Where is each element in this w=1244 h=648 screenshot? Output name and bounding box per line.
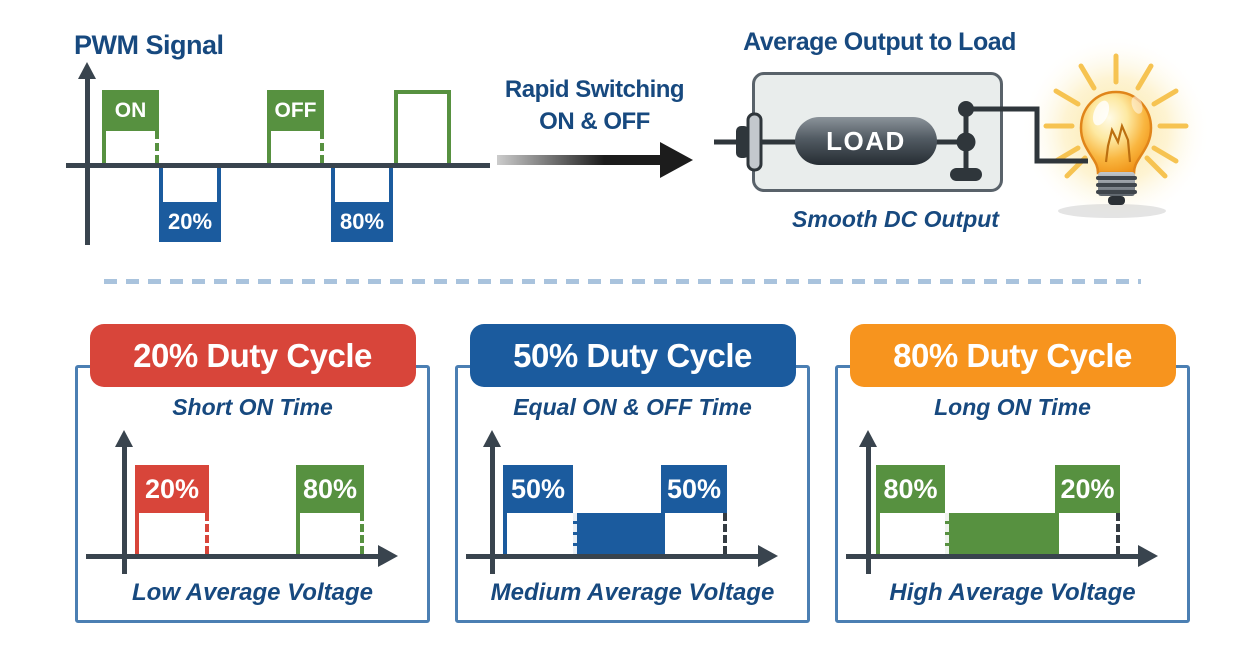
pwm-pulse-third <box>394 90 451 163</box>
panel-80-off-fill <box>945 513 1055 554</box>
panel-80-horizontal-axis <box>846 554 1140 559</box>
panel-20-pulse1: 20% <box>135 465 209 554</box>
panel-80-pulse1: 80% <box>876 465 945 554</box>
panel-50-vertical-axis-arrow-icon <box>483 430 501 447</box>
panel-20-vertical-axis <box>122 446 127 574</box>
panel-50-subtitle: Equal ON & OFF Time <box>513 394 752 420</box>
panel-80-pulse2: 20% <box>1055 465 1120 554</box>
panel-20-duty-cycle: 20% Duty Cycle Short ON Time 20% 80% Low… <box>75 324 430 623</box>
pulse-on-label: ON <box>102 90 159 131</box>
duty-marker-80-body <box>331 168 393 202</box>
light-bulb-icon <box>1058 90 1166 218</box>
rapid-switching-arrow-shaft <box>497 155 662 165</box>
panel-50-pulse1-label: 50% <box>503 465 573 513</box>
panel-80-vertical-axis <box>866 446 871 574</box>
pwm-horizontal-axis <box>66 163 490 168</box>
panel-80-horizontal-axis-arrow-icon <box>1138 545 1158 567</box>
panel-80-pulse2-label: 20% <box>1055 465 1120 513</box>
panel-50-pulse2-label: 50% <box>661 465 727 513</box>
duty-marker-20-body <box>159 168 221 202</box>
panel-50-horizontal-axis-arrow-icon <box>758 545 778 567</box>
panel-80-header: 80% Duty Cycle <box>849 324 1176 387</box>
panel-20-pulse2: 80% <box>296 465 364 554</box>
average-output-title: Average Output to Load <box>743 28 1016 56</box>
panel-20-horizontal-axis <box>86 554 380 559</box>
panel-20-pulse1-label: 20% <box>135 465 209 513</box>
panel-50-off-fill <box>573 513 661 554</box>
panel-80-vertical-axis-arrow-icon <box>859 430 877 447</box>
panel-20-pulse2-label: 80% <box>296 465 364 513</box>
panel-50-caption: Medium Average Voltage <box>490 579 775 606</box>
panel-20-caption: Low Average Voltage <box>132 579 373 606</box>
smooth-dc-caption: Smooth DC Output <box>792 206 999 232</box>
panel-20-header: 20% Duty Cycle <box>89 324 416 387</box>
panel-80-pulse1-body <box>876 513 945 554</box>
rapid-switching-arrow-icon <box>660 142 693 178</box>
duty-marker-80-label: 80% <box>331 202 393 242</box>
panel-20-pulse1-body <box>135 513 209 554</box>
rapid-switching-line2: ON & OFF <box>539 108 650 136</box>
panel-20-vertical-axis-arrow-icon <box>115 430 133 447</box>
panel-20-pulse2-body <box>296 513 364 554</box>
load-component: LOAD <box>795 117 937 165</box>
duty-marker-20-label: 20% <box>159 202 221 242</box>
pulse-off-label: OFF <box>267 90 324 131</box>
panel-50-horizontal-axis <box>466 554 760 559</box>
panel-50-pulse2: 50% <box>661 465 727 554</box>
pwm-signal-title: PWM Signal <box>74 30 224 60</box>
panel-50-header: 50% Duty Cycle <box>469 324 796 387</box>
panel-80-duty-cycle: 80% Duty Cycle Long ON Time 80% 20% High… <box>835 324 1190 623</box>
pulse-off-body <box>267 131 324 163</box>
bulb-glow <box>1021 35 1211 225</box>
panel-50-pulse2-body <box>661 513 727 554</box>
panel-80-subtitle: Long ON Time <box>934 394 1091 420</box>
pwm-pulse-off: OFF <box>267 90 324 163</box>
panel-20-subtitle: Short ON Time <box>172 394 333 420</box>
panel-80-pulse2-body <box>1055 513 1120 554</box>
section-divider <box>104 279 1141 284</box>
pulse-on-body <box>102 131 159 163</box>
load-label: LOAD <box>826 125 906 156</box>
pwm-pulse-on: ON <box>102 90 159 163</box>
pwm-duty-marker-80: 80% <box>331 168 393 242</box>
panel-50-pulse1: 50% <box>503 465 573 554</box>
panel-50-pulse1-body <box>503 513 573 554</box>
pwm-duty-marker-20: 20% <box>159 168 221 242</box>
rapid-switching-line1: Rapid Switching <box>504 76 685 103</box>
panel-20-horizontal-axis-arrow-icon <box>378 545 398 567</box>
pwm-vertical-axis-arrow-icon <box>78 62 96 79</box>
panel-80-pulse1-label: 80% <box>876 465 945 513</box>
panel-50-duty-cycle: 50% Duty Cycle Equal ON & OFF Time 50% 5… <box>455 324 810 623</box>
panel-50-vertical-axis <box>490 446 495 574</box>
pwm-vertical-axis <box>85 78 90 245</box>
rapid-switching-label: Rapid Switching ON & OFF <box>492 74 697 139</box>
panel-80-caption: High Average Voltage <box>889 579 1136 606</box>
